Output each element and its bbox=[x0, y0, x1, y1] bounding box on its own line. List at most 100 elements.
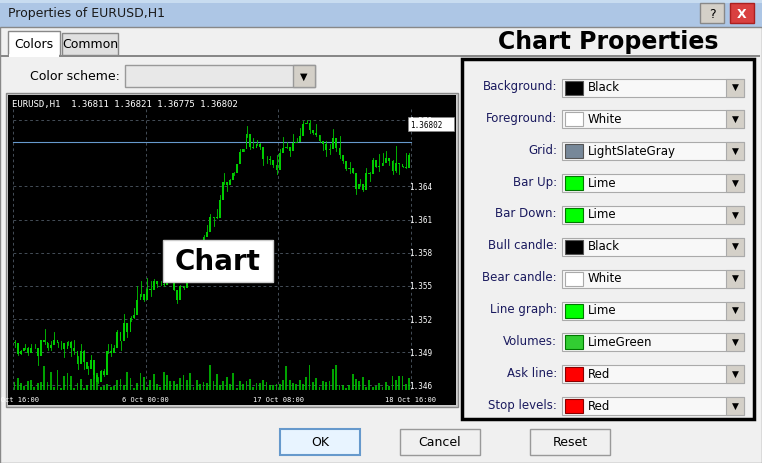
Bar bbox=[73, 348, 75, 351]
Text: Bear candle:: Bear candle: bbox=[482, 270, 557, 283]
Bar bbox=[166, 375, 168, 390]
Text: Stop levels:: Stop levels: bbox=[488, 398, 557, 411]
Bar bbox=[272, 385, 274, 390]
Text: Lime: Lime bbox=[588, 208, 616, 221]
Bar bbox=[245, 381, 248, 390]
Bar bbox=[17, 378, 18, 390]
Bar bbox=[130, 378, 131, 390]
Bar bbox=[125, 66, 315, 88]
Text: Background:: Background: bbox=[482, 80, 557, 93]
Bar bbox=[389, 159, 390, 162]
Bar bbox=[110, 387, 111, 390]
Bar bbox=[332, 139, 334, 149]
Bar bbox=[126, 324, 128, 332]
Bar bbox=[56, 370, 59, 390]
Bar bbox=[259, 144, 261, 147]
Text: Red: Red bbox=[588, 399, 610, 412]
Bar bbox=[93, 360, 95, 375]
Bar bbox=[726, 175, 744, 193]
Text: ▼: ▼ bbox=[732, 178, 738, 187]
Bar bbox=[166, 279, 168, 285]
Bar bbox=[100, 371, 101, 382]
Bar bbox=[63, 343, 65, 350]
Bar bbox=[203, 238, 204, 257]
Bar bbox=[382, 387, 383, 390]
Bar bbox=[392, 162, 393, 172]
Bar bbox=[142, 294, 145, 301]
Bar bbox=[149, 289, 152, 290]
Text: 1.370: 1.370 bbox=[409, 116, 432, 125]
Bar bbox=[60, 343, 62, 344]
Bar bbox=[183, 287, 184, 288]
Bar bbox=[196, 380, 197, 390]
Bar bbox=[372, 387, 373, 390]
Bar bbox=[100, 388, 101, 390]
Bar bbox=[266, 382, 267, 390]
Bar bbox=[565, 113, 583, 127]
Text: Colors: Colors bbox=[14, 38, 53, 50]
Text: ?: ? bbox=[709, 7, 716, 20]
Bar bbox=[163, 240, 273, 282]
Bar bbox=[345, 388, 347, 390]
Bar bbox=[8, 96, 456, 405]
Bar bbox=[70, 342, 72, 348]
Text: Lime: Lime bbox=[588, 176, 616, 189]
Text: 18 Oct 16:00: 18 Oct 16:00 bbox=[386, 396, 437, 402]
Bar bbox=[565, 304, 583, 318]
Bar bbox=[293, 66, 315, 88]
Bar bbox=[332, 369, 334, 390]
Bar bbox=[385, 159, 387, 163]
Bar bbox=[282, 380, 284, 390]
Bar bbox=[565, 368, 583, 382]
Bar bbox=[153, 374, 155, 390]
Text: Reset: Reset bbox=[552, 436, 588, 449]
Bar bbox=[562, 334, 744, 351]
Bar bbox=[355, 379, 357, 390]
Bar bbox=[352, 375, 354, 390]
Bar bbox=[189, 272, 191, 281]
Bar bbox=[408, 378, 410, 390]
Bar bbox=[203, 382, 204, 390]
Bar bbox=[408, 155, 410, 169]
Bar bbox=[280, 429, 360, 455]
Bar bbox=[199, 384, 201, 390]
Bar bbox=[309, 365, 310, 390]
Bar bbox=[73, 388, 75, 390]
Bar bbox=[365, 387, 367, 390]
Bar bbox=[0, 0, 762, 4]
Bar bbox=[368, 380, 370, 390]
Bar bbox=[223, 381, 224, 390]
Bar bbox=[562, 365, 744, 383]
Bar bbox=[382, 163, 383, 167]
Bar bbox=[169, 274, 171, 279]
Bar bbox=[179, 287, 181, 300]
Text: 1.364: 1.364 bbox=[409, 182, 432, 192]
Bar bbox=[348, 385, 351, 390]
Bar bbox=[286, 148, 287, 149]
Bar bbox=[235, 165, 238, 174]
Bar bbox=[123, 324, 125, 342]
Bar bbox=[726, 111, 744, 129]
Text: Black: Black bbox=[588, 81, 620, 94]
Bar bbox=[726, 365, 744, 383]
Bar bbox=[70, 376, 72, 390]
Bar bbox=[309, 124, 310, 131]
Text: Red: Red bbox=[588, 367, 610, 380]
Text: Black: Black bbox=[588, 240, 620, 253]
Bar bbox=[315, 378, 317, 390]
Bar bbox=[292, 144, 294, 152]
Bar bbox=[338, 385, 341, 390]
Bar bbox=[358, 184, 360, 189]
Text: Line graph:: Line graph: bbox=[490, 302, 557, 315]
Text: Grid:: Grid: bbox=[528, 144, 557, 156]
Bar bbox=[726, 79, 744, 97]
Bar bbox=[242, 384, 244, 390]
Text: Common: Common bbox=[62, 38, 118, 51]
Bar bbox=[322, 142, 324, 144]
Bar bbox=[80, 351, 82, 365]
Bar bbox=[296, 384, 297, 390]
Bar bbox=[395, 164, 397, 172]
Bar bbox=[8, 32, 60, 56]
Bar bbox=[43, 366, 45, 390]
Bar bbox=[66, 374, 69, 390]
